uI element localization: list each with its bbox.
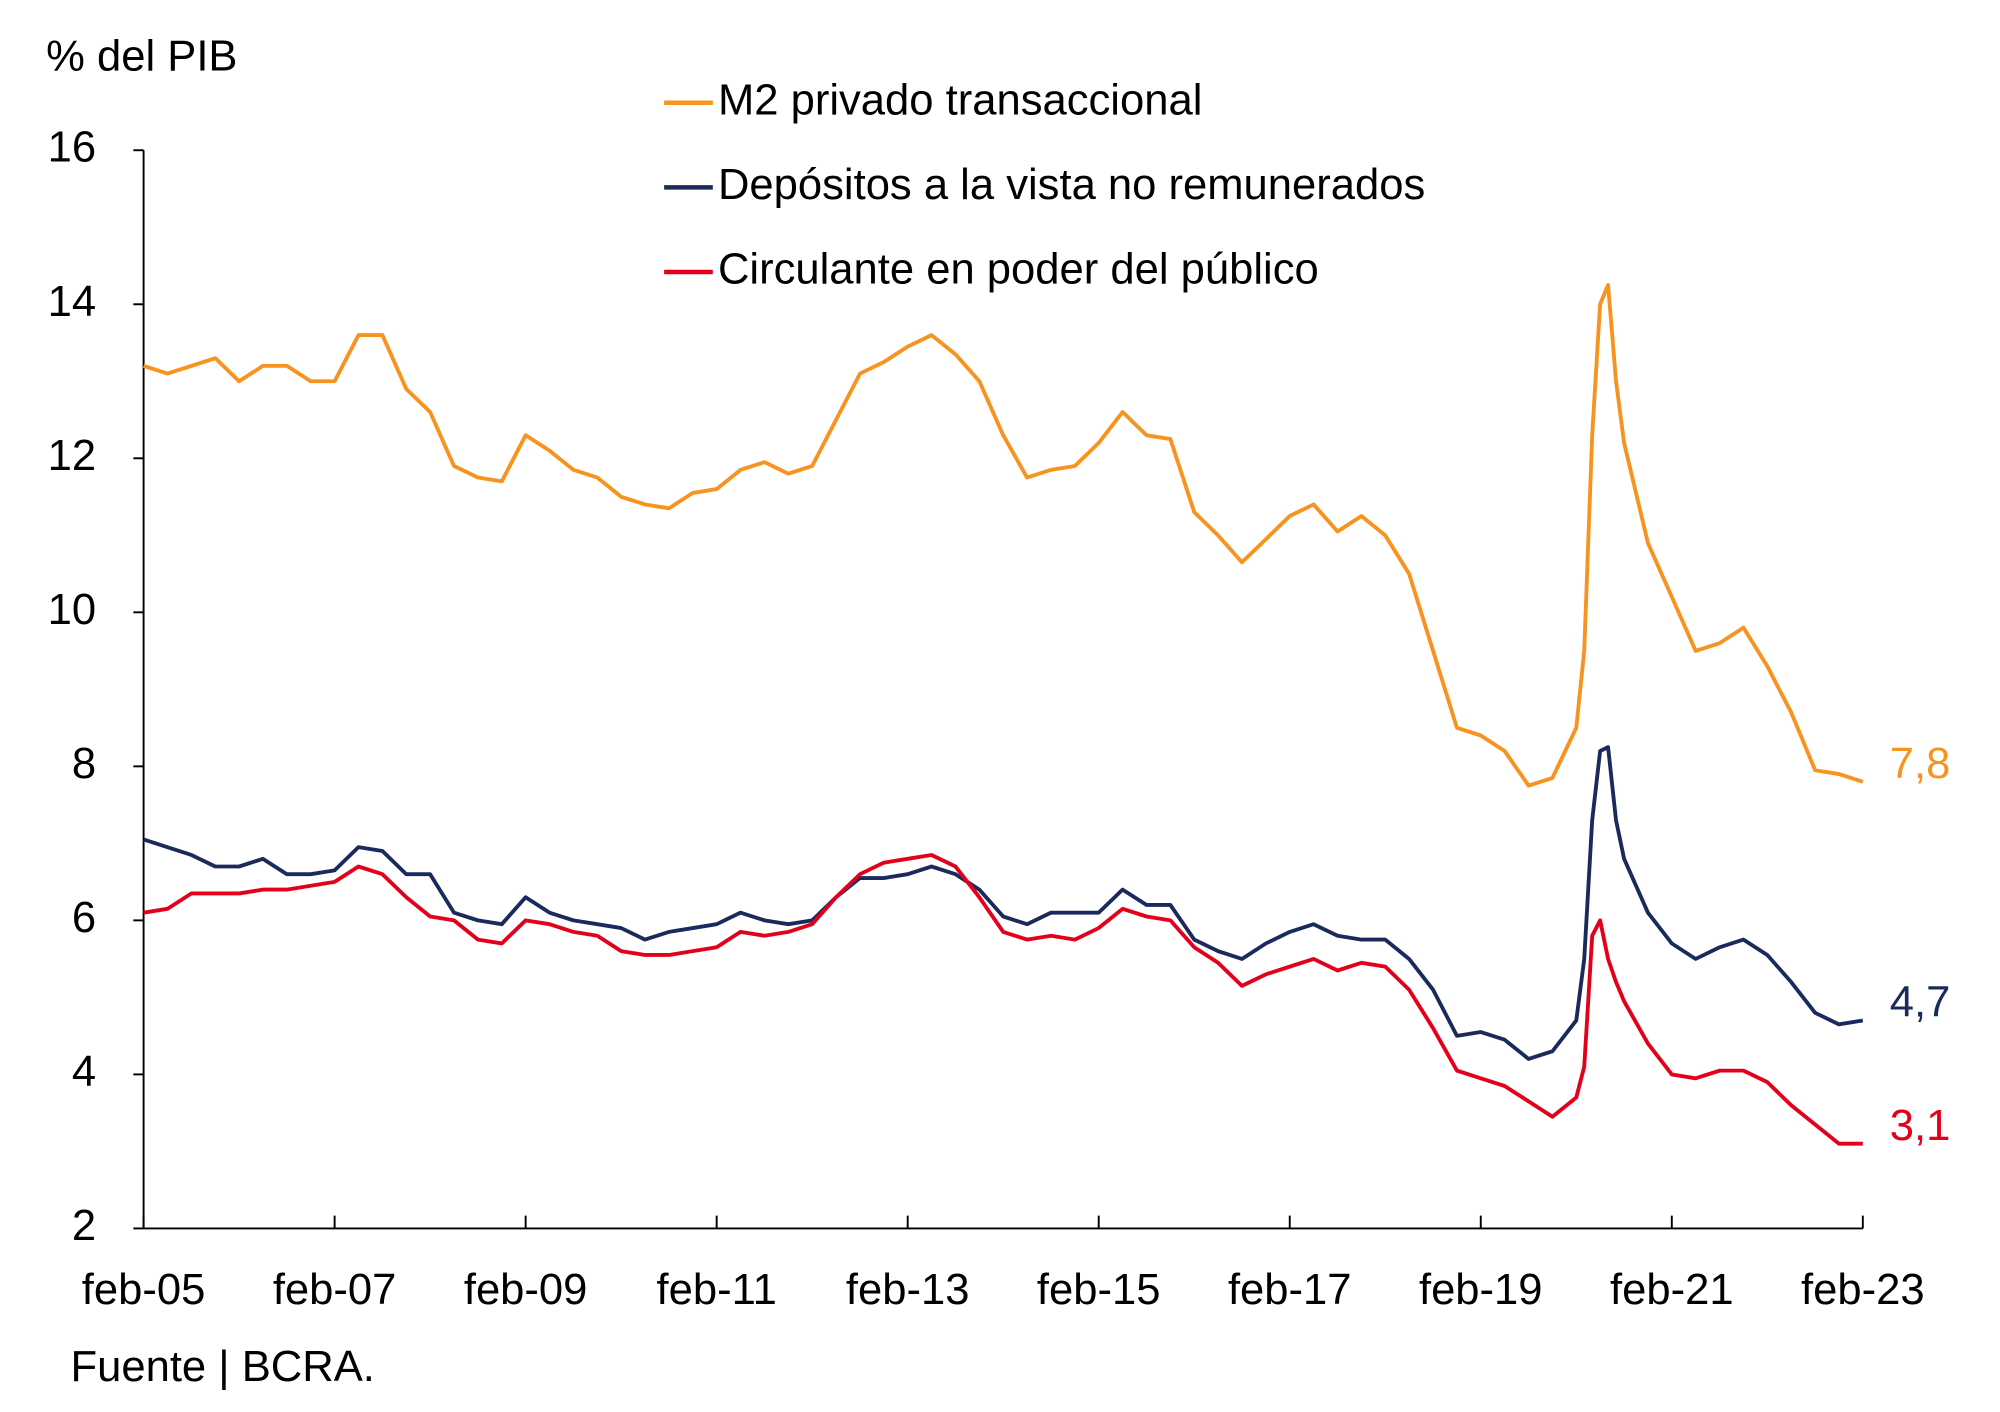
x-tick-label: feb-23 [1801,1266,1925,1314]
legend-label: Depósitos a la vista no remunerados [718,161,1425,209]
series-line [142,745,1864,1061]
y-tick-label: 12 [48,432,96,480]
source-note: Fuente | BCRA. [71,1343,375,1391]
y-tick-label: 14 [48,278,96,326]
x-tick-label: feb-11 [656,1266,776,1314]
y-tick-label: 16 [48,124,96,172]
x-tick-label: feb-09 [464,1266,588,1314]
series-line [142,283,1864,788]
x-tick-label: feb-21 [1610,1266,1734,1314]
y-axis-label: % del PIB [46,33,237,81]
y-tick-label: 4 [72,1048,96,1096]
end-label: 3,1 [1890,1102,1951,1150]
legend-label: M2 privado transaccional [718,76,1202,124]
x-tick-label: feb-17 [1228,1266,1352,1314]
x-tick-label: feb-05 [82,1266,206,1314]
x-tick-label: feb-07 [273,1266,397,1314]
y-tick-label: 6 [72,894,96,942]
series-line [143,853,1863,1146]
x-tick-label: feb-19 [1419,1266,1543,1314]
y-tick-label: 2 [72,1202,96,1250]
y-tick-label: 10 [48,586,96,634]
x-tick-label: feb-15 [1037,1266,1161,1314]
end-label: 7,8 [1890,740,1951,788]
end-label: 4,7 [1890,979,1951,1027]
legend-label: Circulante en poder del público [718,246,1319,294]
x-tick-label: feb-13 [846,1266,970,1314]
y-tick-label: 8 [72,740,96,788]
